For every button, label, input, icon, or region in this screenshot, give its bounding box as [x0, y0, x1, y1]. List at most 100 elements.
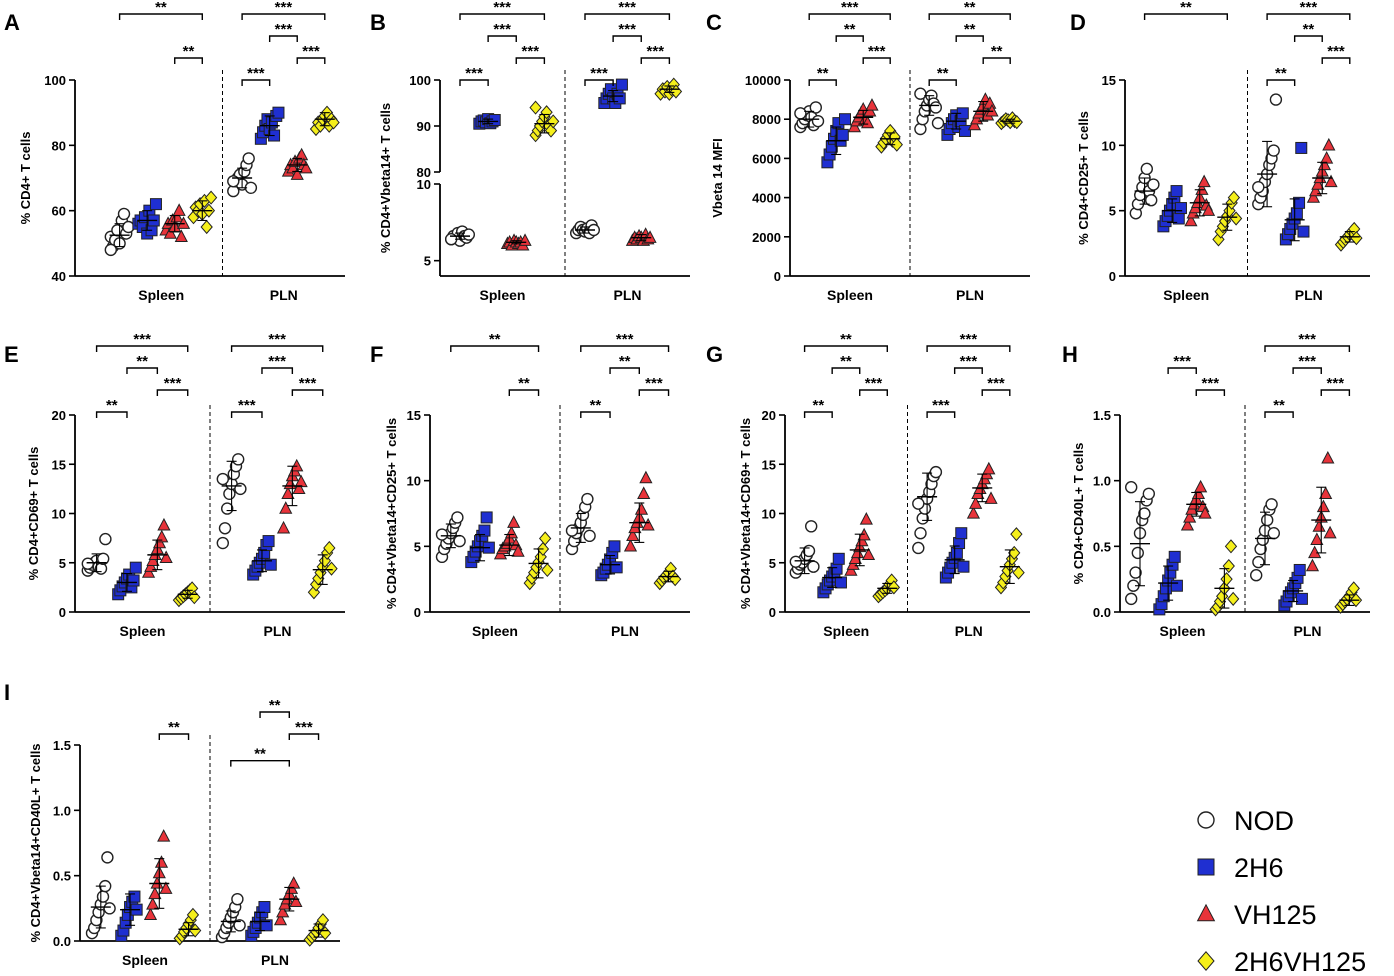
data-point: [276, 520, 291, 534]
data-point: [565, 524, 579, 537]
data-point: [1323, 525, 1337, 539]
data-point: [148, 886, 162, 900]
significance-label: **: [817, 65, 829, 82]
significance-bracket: [241, 13, 326, 20]
significance-bracket: [928, 79, 957, 86]
x-category-label: PLN: [956, 287, 984, 303]
significance-bracket: [261, 367, 294, 374]
data-point: [1306, 190, 1321, 203]
significance-label: ***: [1202, 375, 1220, 392]
data-point: [1124, 481, 1138, 494]
y-tick-label: 100: [409, 73, 431, 88]
significance-label: ***: [302, 43, 320, 60]
data-point: [488, 114, 501, 127]
y-axis-label: % CD4+Vbeta14+CD25+ T cells: [384, 418, 399, 609]
significance-bracket: [291, 389, 324, 396]
y-tick-label: 10: [762, 507, 776, 522]
significance-label: ***: [1173, 353, 1191, 370]
data-point: [914, 527, 927, 540]
y-tick-label: 4000: [752, 191, 781, 206]
panel-B: 80 90 100 5 10 % CD4+Vbeta14+ T cells B Spleen *…: [370, 0, 690, 303]
y-tick-label: 20: [762, 408, 776, 423]
significance-bracket: [158, 733, 190, 740]
panel-F: 0 5 10 15 % CD4+Vbeta14+CD25+ T cells F Spleen…: [370, 331, 690, 639]
data-point: [96, 552, 110, 566]
significance-label: ***: [268, 353, 286, 370]
data-point: [1316, 499, 1331, 513]
y-tick-label: 15: [1102, 73, 1116, 88]
data-point: [103, 902, 116, 915]
data-point: [966, 506, 981, 519]
data-point: [623, 538, 638, 552]
y-tick-label: 15: [52, 457, 66, 472]
data-point: [959, 124, 971, 137]
significance-bracket: [609, 367, 640, 374]
data-point: [1324, 174, 1338, 188]
y-axis-label: Vbeta 14 MFI: [710, 138, 725, 217]
panel-H: 0.0 0.5 1.0 1.5 % CD4+CD40L+ T cells H Spleen *…: [1062, 331, 1370, 639]
significance-bracket: [808, 79, 837, 86]
data-point: [982, 461, 996, 475]
x-category-label: PLN: [264, 623, 292, 639]
data-point: [292, 481, 306, 495]
y-tick-label: 0: [414, 605, 421, 620]
data-point: [478, 524, 491, 537]
y-tick-label: 15: [762, 457, 776, 472]
data-point: [218, 522, 232, 535]
data-point: [805, 520, 818, 533]
data-point: [1309, 183, 1323, 197]
significance-bracket: [808, 13, 891, 20]
data-point: [1184, 213, 1198, 227]
y-tick-label: 1.5: [1093, 408, 1111, 423]
significance-label: **: [155, 0, 167, 16]
data-point: [204, 190, 218, 205]
data-point: [1290, 207, 1303, 220]
y-tick-label: 0.5: [1093, 539, 1111, 554]
significance-bracket: [831, 367, 861, 374]
data-point: [295, 147, 309, 161]
significance-label: ***: [238, 397, 256, 414]
significance-bracket: [230, 759, 290, 767]
data-point: [912, 541, 925, 555]
significance-bracket: [1266, 79, 1296, 86]
data-point: [1131, 546, 1145, 560]
data-point: [504, 525, 519, 539]
significance-label: ***: [164, 375, 182, 392]
significance-bracket: [508, 389, 540, 396]
data-point: [1212, 232, 1225, 247]
y-axis-label: % CD4+CD40L+ T cells: [1071, 443, 1086, 585]
y-tick-label: 60: [52, 204, 66, 219]
data-point: [1142, 487, 1156, 500]
data-point: [176, 216, 191, 229]
data-point: [186, 907, 200, 922]
y-axis-label: % CD4+CD69+ T cells: [26, 447, 41, 581]
significance-bracket: [259, 711, 290, 718]
data-point: [101, 851, 114, 864]
legend-label: 2H6: [1234, 853, 1284, 883]
significance-label: ***: [1300, 0, 1318, 16]
data-point: [1350, 231, 1363, 246]
data-point: [234, 482, 247, 496]
data-point: [323, 540, 336, 556]
significance-label: **: [840, 331, 852, 348]
y-tick-label: 0.0: [1093, 605, 1111, 620]
data-point: [1140, 162, 1154, 176]
panel-I: 0.0 0.5 1.0 1.5 % CD4+Vbeta14+CD40L+ T cells…: [4, 680, 340, 968]
y-tick-label: 1.0: [53, 803, 71, 818]
significance-label: ***: [522, 43, 540, 60]
significance-bracket: [450, 345, 540, 352]
data-point: [865, 98, 879, 111]
x-category-label: Spleen: [1163, 287, 1209, 303]
significance-bracket: [1266, 13, 1351, 20]
significance-label: ***: [618, 21, 636, 38]
significance-bracket: [1292, 367, 1322, 374]
significance-label: **: [844, 21, 856, 38]
significance-label: **: [840, 353, 852, 370]
y-tick-label: 100: [44, 73, 66, 88]
y-tick-label: 0.5: [53, 869, 71, 884]
x-category-label: Spleen: [138, 287, 184, 303]
significance-label: **: [1303, 21, 1315, 38]
significance-label: ***: [247, 65, 265, 82]
